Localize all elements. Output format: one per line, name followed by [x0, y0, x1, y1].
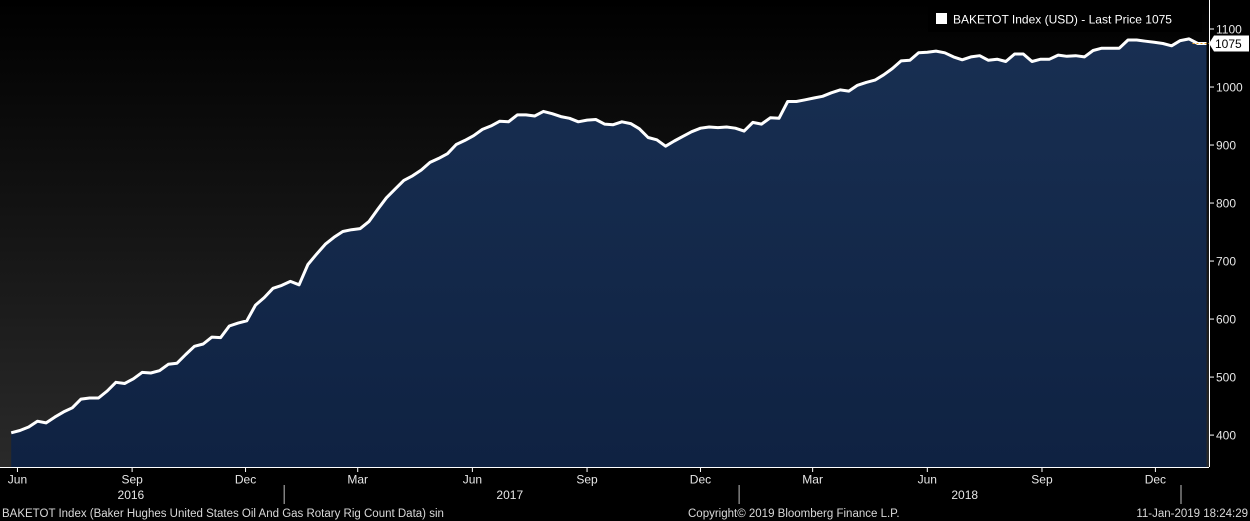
footer: BAKETOT Index (Baker Hughes United State…: [0, 505, 1250, 521]
x-axis-panel: [0, 467, 1250, 505]
x-year-label: 2017: [496, 488, 523, 502]
y-tick-label: 700: [1216, 255, 1236, 269]
x-tick-label: Sep: [576, 473, 598, 487]
x-axis-ticks: Jun Sep Dec Mar Jun Sep Dec Mar Jun Sep Dec 2016 201…: [8, 467, 1182, 504]
last-value-label: 1075: [1215, 37, 1242, 51]
y-tick-label: 500: [1216, 371, 1236, 385]
last-value-tag: 1075: [1209, 35, 1249, 52]
legend-box: [928, 6, 1202, 32]
x-year-label: 2016: [118, 488, 145, 502]
y-tick-label: 1000: [1216, 81, 1243, 95]
series-area: [11, 38, 1207, 468]
y-tick-label: 1100: [1216, 23, 1242, 37]
legend-label: BAKETOT Index (USD) - Last Price 1075: [953, 13, 1172, 27]
x-tick-label: Jun: [8, 473, 27, 487]
legend: BAKETOT Index (USD) - Last Price 1075: [928, 6, 1202, 32]
footer-description: BAKETOT Index (Baker Hughes United State…: [2, 508, 444, 520]
footer-background: [0, 505, 1250, 521]
y-axis-ticks: 400 500 600 700 800 900 1000 1100: [1209, 23, 1243, 443]
y-axis-panel: [1209, 0, 1250, 467]
x-tick-label: Dec: [690, 473, 711, 487]
legend-swatch: [936, 13, 947, 24]
x-tick-label: Jun: [918, 473, 937, 487]
footer-timestamp: 11-Jan-2019 18:24:29: [1136, 508, 1248, 520]
x-tick-label: Dec: [1145, 473, 1166, 487]
footer-copyright: Copyright© 2019 Bloomberg Finance L.P.: [688, 508, 900, 520]
y-tick-label: 600: [1216, 313, 1236, 327]
last-value-tag-shape: [1209, 35, 1249, 52]
x-tick-label: Mar: [347, 473, 368, 487]
x-tick-label: Jun: [463, 473, 482, 487]
y-tick-label: 900: [1216, 139, 1236, 153]
x-tick-label: Dec: [235, 473, 256, 487]
x-tick-label: Sep: [1031, 473, 1053, 487]
y-tick-label: 400: [1216, 429, 1236, 443]
x-year-label: 2018: [951, 488, 978, 502]
x-tick-label: Sep: [121, 473, 143, 487]
x-tick-label: Mar: [802, 473, 823, 487]
series-line: [10, 37, 1207, 435]
y-tick-label: 800: [1216, 197, 1236, 211]
